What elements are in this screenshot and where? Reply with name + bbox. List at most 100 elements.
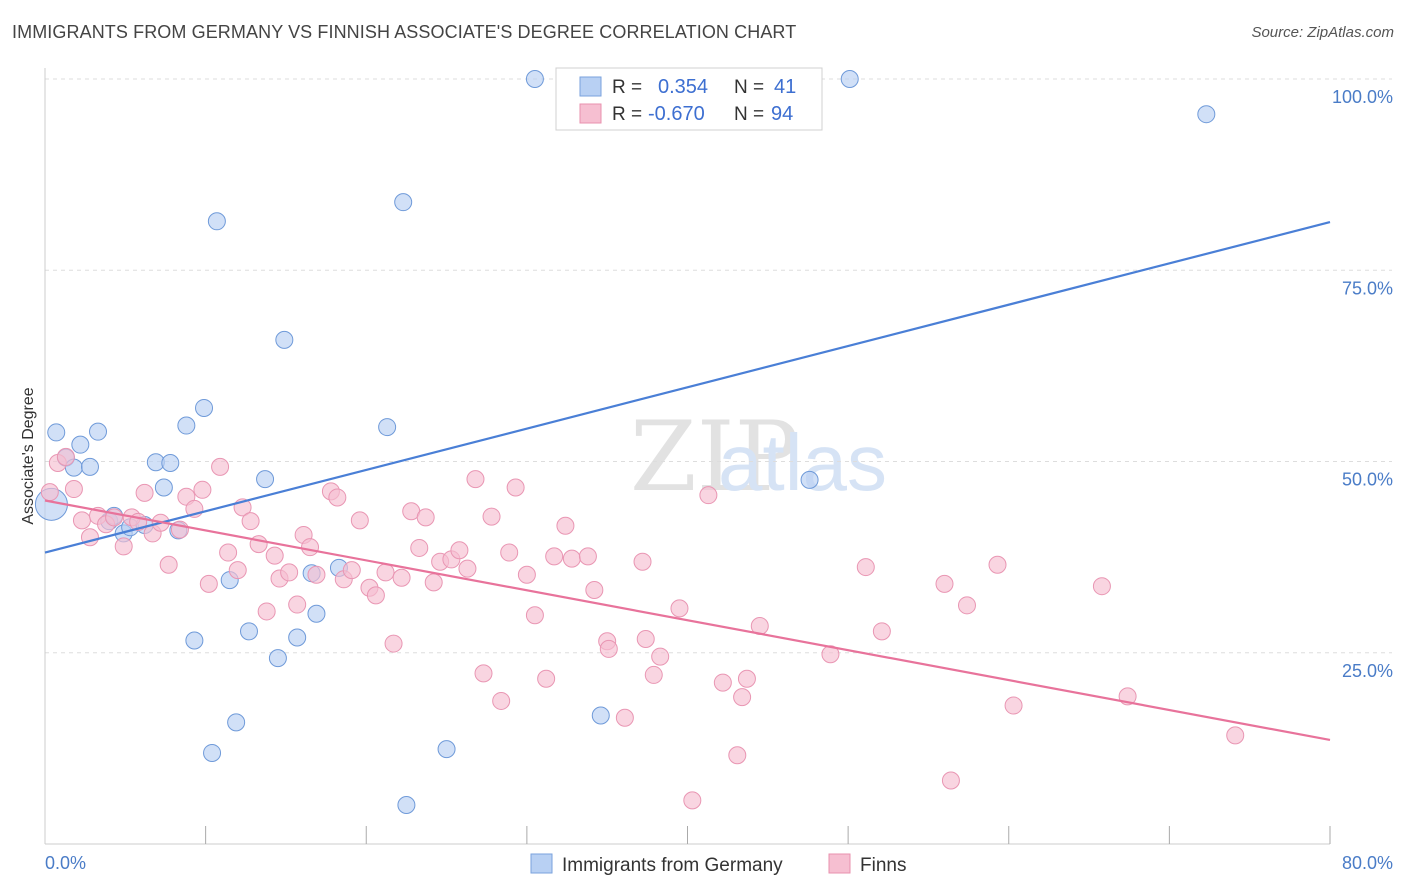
chart-title: IMMIGRANTS FROM GERMANY VS FINNISH ASSOC…	[12, 22, 797, 42]
trend-lines	[44, 220, 1331, 742]
point-immigrants-from-germany	[195, 398, 214, 417]
point-immigrants-from-germany	[800, 470, 819, 489]
point-finns	[280, 563, 299, 582]
point-finns	[328, 488, 347, 507]
point-finns	[545, 547, 564, 566]
point-finns	[872, 622, 891, 641]
point-finns	[241, 512, 260, 531]
point-finns	[651, 647, 670, 666]
point-immigrants-from-germany	[268, 649, 287, 668]
bottom-legend-label-2: Finns	[860, 855, 906, 876]
legend-n-label-2: N =	[734, 104, 764, 125]
x-ticks	[205, 826, 1331, 844]
legend-swatch-blue	[579, 76, 602, 97]
point-finns	[562, 549, 581, 568]
point-finns	[392, 568, 411, 587]
point-immigrants-from-germany	[1197, 105, 1216, 124]
stats-legend: R = 0.354 N = 41 R = -0.670 N = 94	[555, 67, 823, 131]
point-finns	[644, 665, 663, 684]
point-finns	[193, 480, 212, 499]
point-immigrants-from-germany	[161, 454, 180, 473]
point-finns	[733, 688, 752, 707]
y-tick-label: 25.0%	[1342, 661, 1393, 681]
point-finns	[1092, 577, 1111, 596]
point-finns	[1226, 726, 1245, 745]
point-immigrants-from-germany	[227, 713, 246, 732]
point-immigrants-from-germany	[207, 212, 226, 231]
point-finns	[257, 602, 276, 621]
legend-r-value-2: -0.670	[648, 103, 705, 125]
legend-r-value-1: 0.354	[658, 76, 708, 98]
point-finns	[713, 673, 732, 692]
point-finns	[376, 563, 395, 582]
point-finns	[114, 537, 133, 556]
point-finns	[466, 470, 485, 489]
point-finns	[288, 595, 307, 614]
point-finns	[482, 507, 501, 526]
gridlines	[45, 78, 1392, 654]
point-immigrants-from-germany	[525, 70, 544, 88]
point-finns	[683, 791, 702, 810]
point-finns	[670, 599, 689, 618]
point-immigrants-from-germany	[307, 604, 326, 623]
point-finns	[699, 486, 718, 505]
series-immigrants-from-germany	[34, 70, 1216, 814]
legend-n-label-1: N =	[734, 77, 764, 98]
watermark-atlas: atlas	[718, 418, 887, 507]
point-finns	[265, 546, 284, 565]
point-finns	[492, 691, 511, 710]
point-immigrants-from-germany	[80, 457, 99, 476]
point-immigrants-from-germany	[47, 423, 66, 442]
y-tick-labels: 25.0% 50.0% 75.0% 100.0%	[1332, 87, 1393, 681]
legend-swatch-pink	[579, 103, 602, 124]
point-immigrants-from-germany	[275, 330, 294, 349]
point-finns	[737, 669, 756, 688]
point-finns	[525, 606, 544, 625]
point-finns	[342, 561, 361, 580]
point-finns	[135, 483, 154, 502]
point-immigrants-from-germany	[203, 743, 222, 762]
point-finns	[64, 480, 83, 499]
point-finns	[416, 508, 435, 527]
point-immigrants-from-germany	[185, 631, 204, 650]
point-finns	[636, 629, 655, 648]
point-immigrants-from-germany	[840, 70, 859, 88]
point-finns	[728, 746, 747, 765]
point-finns	[56, 447, 75, 466]
point-immigrants-from-germany	[394, 193, 413, 212]
point-finns	[301, 538, 320, 557]
point-immigrants-from-germany	[177, 416, 196, 435]
point-finns	[585, 581, 604, 600]
point-finns	[384, 634, 403, 653]
point-finns	[72, 511, 91, 530]
point-finns	[1004, 696, 1023, 715]
point-finns	[424, 573, 443, 592]
point-immigrants-from-germany	[239, 622, 258, 641]
legend-r-label-2: R =	[612, 104, 642, 125]
point-finns	[40, 483, 59, 502]
point-finns	[517, 565, 536, 584]
point-immigrants-from-germany	[397, 795, 416, 814]
point-finns	[578, 547, 597, 566]
point-immigrants-from-germany	[288, 628, 307, 647]
source-label: Source: ZipAtlas.com	[1251, 24, 1394, 41]
point-immigrants-from-germany	[71, 435, 90, 454]
point-immigrants-from-germany	[154, 478, 173, 497]
bottom-legend-swatch-blue	[530, 853, 553, 874]
x-tick-label-max: 80.0%	[1342, 853, 1393, 873]
point-finns	[556, 516, 575, 535]
point-finns	[599, 639, 618, 658]
point-immigrants-from-germany	[89, 422, 108, 441]
legend-n-value-2: 94	[771, 103, 793, 125]
point-immigrants-from-germany	[591, 706, 610, 725]
point-finns	[935, 574, 954, 593]
point-finns	[856, 558, 875, 577]
point-finns	[458, 559, 477, 578]
point-finns	[219, 543, 238, 562]
point-finns	[615, 708, 634, 727]
point-finns	[350, 511, 369, 530]
trend-line-finns	[44, 499, 1331, 742]
point-immigrants-from-germany	[437, 740, 456, 759]
point-finns	[941, 771, 960, 790]
